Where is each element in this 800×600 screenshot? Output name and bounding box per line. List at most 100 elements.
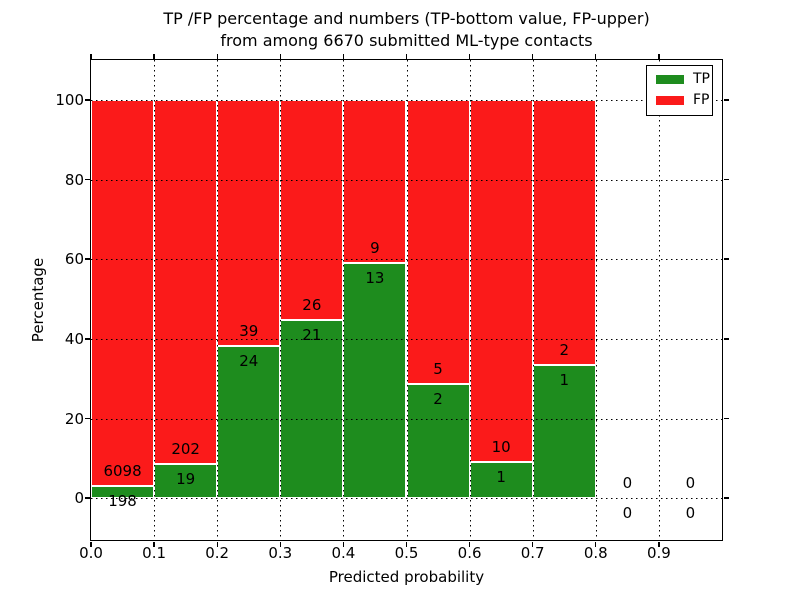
x-tick-mark-top bbox=[342, 53, 345, 59]
fp-swatch-icon bbox=[656, 96, 684, 105]
bar-label-tp-count: 1 bbox=[559, 371, 569, 390]
bar-label-tp-count: 1 bbox=[496, 467, 506, 486]
y-tick-mark-right bbox=[723, 497, 729, 499]
x-tick-label: 0.9 bbox=[646, 544, 671, 562]
x-tick-mark-top bbox=[90, 53, 92, 59]
x-tick-label: 0.2 bbox=[205, 544, 230, 562]
bar-segment-fp bbox=[469, 99, 533, 462]
x-tick-mark-top bbox=[153, 53, 155, 59]
x-tick-mark bbox=[216, 541, 218, 547]
x-tick-label: 0.1 bbox=[142, 544, 167, 562]
bar-label-tp-count: 13 bbox=[365, 268, 385, 287]
x-tick-label: 0.4 bbox=[331, 544, 356, 562]
x-tick-mark bbox=[342, 541, 345, 547]
y-tick-label: 60 bbox=[64, 250, 84, 269]
bar-label-tp-count: 0 bbox=[685, 504, 696, 523]
v-gridline bbox=[280, 60, 282, 540]
x-tick-label: 0.0 bbox=[79, 544, 103, 562]
x-tick-label: 0.7 bbox=[520, 544, 545, 562]
bar-segment-fp bbox=[280, 99, 344, 321]
y-tick-mark bbox=[84, 497, 90, 499]
x-tick-mark-top bbox=[595, 53, 597, 59]
x-tick-mark bbox=[658, 541, 660, 547]
x-tick-mark-top bbox=[216, 53, 218, 59]
y-tick-label: 100 bbox=[55, 90, 84, 109]
y-tick-mark bbox=[84, 417, 90, 420]
bar-segment-fp bbox=[406, 99, 470, 385]
bar-label-fp-count: 39 bbox=[239, 322, 259, 341]
bar-segment-fp bbox=[343, 99, 407, 263]
y-tick-mark-right bbox=[723, 99, 729, 101]
x-tick-mark bbox=[468, 541, 471, 547]
chart-title-line1: TP /FP percentage and numbers (TP-bottom… bbox=[163, 9, 650, 28]
bar-label-fp-count: 5 bbox=[433, 360, 443, 379]
y-tick-label: 0 bbox=[74, 489, 84, 508]
x-tick-mark-top bbox=[658, 53, 660, 59]
x-tick-mark bbox=[595, 541, 597, 547]
legend: TP FP bbox=[646, 65, 713, 116]
x-tick-label: 0.6 bbox=[457, 544, 482, 562]
legend-label-fp: FP bbox=[693, 92, 710, 108]
bar-segment-tp bbox=[280, 320, 344, 499]
v-gridline bbox=[469, 60, 471, 540]
y-tick-mark bbox=[84, 338, 90, 340]
bar-label-fp-count: 0 bbox=[685, 474, 696, 493]
y-tick-mark bbox=[84, 178, 90, 181]
legend-item-fp: FP bbox=[647, 90, 712, 111]
bar-label-tp-count: 24 bbox=[239, 352, 259, 371]
y-tick-mark-right bbox=[723, 258, 729, 260]
v-gridline bbox=[658, 60, 660, 540]
bar-label-fp-count: 9 bbox=[370, 238, 380, 257]
bar-segment-fp bbox=[217, 99, 281, 347]
v-gridline bbox=[217, 60, 219, 540]
bar-label-fp-count: 2 bbox=[559, 341, 569, 360]
y-tick-mark-right bbox=[723, 338, 729, 340]
legend-label-tp: TP bbox=[693, 71, 710, 87]
x-axis-label: Predicted probability bbox=[328, 568, 485, 586]
v-gridline bbox=[406, 60, 408, 540]
y-tick-mark bbox=[84, 258, 90, 260]
y-tick-label: 80 bbox=[64, 170, 84, 189]
v-gridline bbox=[154, 60, 156, 540]
y-tick-label: 20 bbox=[64, 409, 84, 428]
tp-swatch-icon bbox=[656, 75, 684, 84]
chart-title-line2: from among 6670 submitted ML-type contac… bbox=[220, 31, 593, 50]
x-tick-label: 0.3 bbox=[268, 544, 293, 562]
y-tick-mark bbox=[84, 99, 90, 101]
bar-segment-tp bbox=[343, 262, 407, 499]
bar-label-tp-count: 21 bbox=[302, 326, 322, 345]
bar-segment-fp bbox=[91, 99, 155, 486]
x-tick-mark-top bbox=[532, 53, 534, 59]
bar-segment-tp bbox=[469, 461, 533, 499]
x-tick-mark-top bbox=[279, 53, 281, 59]
x-tick-mark bbox=[90, 541, 92, 547]
bar-segment-fp bbox=[154, 99, 218, 464]
bar-label-fp-count: 0 bbox=[622, 474, 633, 493]
bar-label-tp-count: 2 bbox=[433, 390, 443, 409]
x-tick-label: 0.5 bbox=[394, 544, 419, 562]
x-tick-mark-top bbox=[468, 53, 471, 59]
plot-area: 6098 198 202 19 39 24 26 21 9 13 5 2 10 1 2 1 0 0 0 0 bbox=[84, 53, 729, 547]
y-tick-mark-right bbox=[723, 178, 729, 181]
bar-segment-fp bbox=[532, 99, 596, 366]
y-tick-label: 40 bbox=[64, 329, 84, 348]
legend-item-tp: TP bbox=[647, 69, 712, 90]
bar-label-fp-count: 26 bbox=[302, 296, 322, 315]
v-gridline bbox=[343, 60, 345, 540]
y-tick-mark-right bbox=[723, 417, 729, 420]
bar-segment-tp bbox=[154, 463, 218, 499]
bar-label-fp-count: 10 bbox=[491, 437, 511, 456]
x-tick-mark-top bbox=[405, 53, 408, 59]
bar-label-tp-count: 198 bbox=[108, 491, 137, 510]
x-tick-label: 0.8 bbox=[583, 544, 608, 562]
v-gridline bbox=[532, 60, 534, 540]
v-gridline bbox=[595, 60, 597, 540]
bar-label-tp-count: 0 bbox=[622, 504, 633, 523]
x-tick-mark bbox=[279, 541, 281, 547]
x-tick-mark bbox=[532, 541, 534, 547]
chart-title: TP /FP percentage and numbers (TP-bottom… bbox=[91, 8, 722, 52]
bar-label-tp-count: 19 bbox=[176, 469, 196, 488]
bar-segment-tp bbox=[91, 485, 155, 499]
bar-label-fp-count: 202 bbox=[171, 439, 200, 458]
